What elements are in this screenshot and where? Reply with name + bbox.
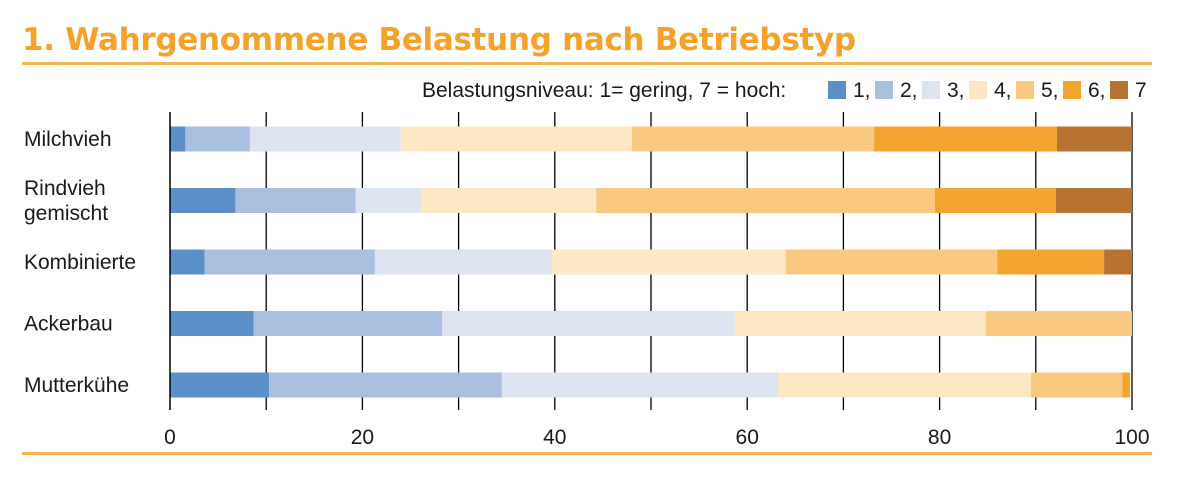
- bar-segment-6: [874, 126, 1057, 152]
- bar-segment-5: [631, 126, 875, 152]
- legend-title: Belastungsniveau: 1= gering, 7 = hoch:: [422, 79, 786, 102]
- bar-segment-4: [734, 311, 986, 336]
- bar-segment-1: [170, 249, 205, 275]
- bar-segment-6: [997, 249, 1105, 275]
- category-label: Mutterkühe: [24, 374, 129, 397]
- bar-segment-6: [934, 188, 1057, 213]
- x-tick-label: 40: [543, 426, 566, 449]
- category-label: Milchvieh: [24, 128, 112, 151]
- chart-title: 1. Wahrgenommene Belastung nach Betriebs…: [22, 22, 856, 58]
- legend-label: 5,: [1041, 79, 1059, 102]
- legend-swatch: [1063, 81, 1081, 99]
- bar-segment-2: [269, 372, 502, 398]
- bar-segment-2: [204, 249, 375, 275]
- x-tick-label: 100: [1114, 426, 1149, 449]
- title-underline: [22, 62, 1152, 65]
- bar-segment-1: [170, 188, 236, 213]
- bar-segment-7: [1056, 126, 1132, 152]
- bar-segment-4: [777, 372, 1031, 398]
- x-tick-label: 0: [164, 426, 176, 449]
- bar-segment-5: [596, 188, 935, 213]
- bar-segment-5: [785, 249, 998, 275]
- bar-segment-3: [355, 188, 422, 213]
- bar-segment-1: [170, 372, 270, 398]
- legend-swatch: [875, 81, 893, 99]
- bar-segment-3: [442, 311, 735, 336]
- bar-segment-2: [185, 126, 250, 152]
- bar-segment-7: [1056, 188, 1132, 213]
- legend-label: 2,: [900, 79, 918, 102]
- legend-swatch: [969, 81, 987, 99]
- bar-segment-2: [235, 188, 356, 213]
- bar-segment-1: [170, 311, 254, 336]
- legend: Belastungsniveau: 1= gering, 7 = hoch: 1,…: [422, 79, 1147, 102]
- legend-label: 1,: [853, 79, 871, 102]
- category-label: Kombinierte: [24, 251, 136, 274]
- bar-segment-4: [551, 249, 786, 275]
- bar-segment-6: [1122, 372, 1131, 398]
- x-tick-label: 80: [928, 426, 951, 449]
- legend-swatch: [922, 81, 940, 99]
- x-axis: 0 20 40 60 80 100: [164, 426, 1149, 449]
- bar-segment-3: [249, 126, 401, 152]
- bars: [170, 126, 1132, 398]
- footer-rule: [22, 452, 1152, 455]
- legend-swatch: [828, 81, 846, 99]
- legend-label: 7: [1135, 79, 1147, 102]
- bar-segment-3: [374, 249, 552, 275]
- legend-label: 4,: [994, 79, 1012, 102]
- bar-segment-1: [170, 126, 186, 152]
- legend-swatch: [1110, 81, 1128, 99]
- bar-segment-4: [421, 188, 597, 213]
- bar-segment-4: [400, 126, 632, 152]
- bar-segment-5: [1030, 372, 1123, 398]
- x-tick-label: 20: [351, 426, 374, 449]
- x-tick-label: 60: [736, 426, 759, 449]
- legend-label: 6,: [1088, 79, 1106, 102]
- legend-swatch: [1016, 81, 1034, 99]
- category-label: Rindvieh: [24, 177, 106, 200]
- bar-segment-3: [501, 372, 778, 398]
- category-label: Ackerbau: [24, 313, 113, 336]
- legend-label: 3,: [947, 79, 965, 102]
- category-label: gemischt: [24, 202, 108, 225]
- bar-segment-7: [1104, 249, 1132, 275]
- bar-segment-5: [985, 311, 1132, 336]
- bar-segment-2: [253, 311, 443, 336]
